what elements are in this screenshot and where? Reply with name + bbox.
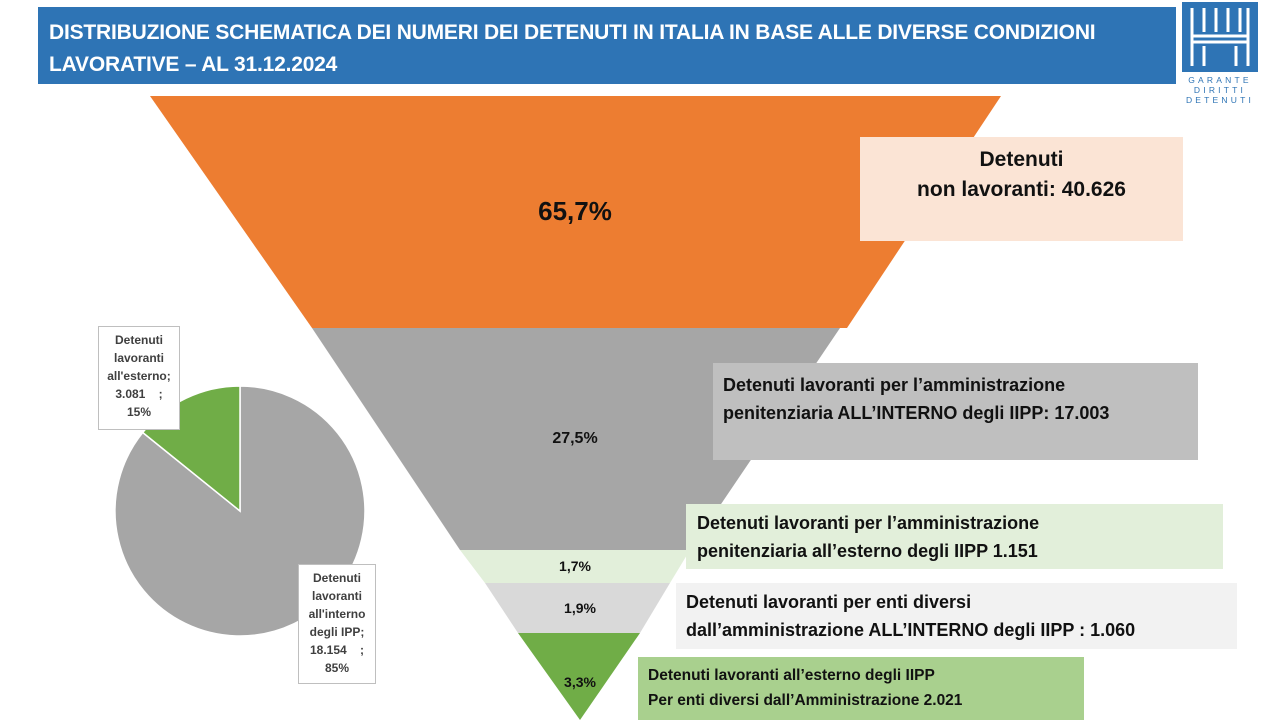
funnel-segment-interno-amministrazione [312,328,840,550]
percent-label-enti-esterno: 3,3% [564,674,596,690]
pie-label-esterno-line3: all'esterno; [107,369,171,383]
label-non-lavoranti-line1: Detenuti [979,148,1064,171]
pie-label-interno-line4: degli IPP; [309,625,365,639]
percent-label-interno-amministrazione: 27,5% [552,430,598,447]
percent-label-non-lavoranti: 65,7% [538,196,612,226]
label-esterno-amministrazione-line1: Detenuti lavoranti per l’amministrazione [697,513,1040,533]
pie-label-interno-line1: Detenuti [313,571,361,585]
pie-label-interno: Detenuti lavoranti all'interno degli IPP… [298,564,376,684]
pie-label-interno-line5: 18.154 ; [309,643,365,657]
pie-label-esterno-line2: lavoranti [113,351,164,365]
logo-text-line2: DIRITTI [1193,85,1247,95]
page-title: DISTRIBUZIONE SCHEMATICA DEI NUMERI DEI … [49,21,1096,76]
label-esterno-amministrazione-line2: penitenziaria all’esterno degli IIPP 1.1… [697,541,1038,561]
percent-label-enti-interno: 1,9% [564,600,596,616]
label-enti-esterno-line2: Per enti diversi dall’Amministrazione 2.… [648,692,963,709]
funnel-segment-esterno-amministrazione [460,550,690,583]
logo-text-line3: DETENUTI [1185,95,1255,105]
funnel-segment-enti-esterno [518,633,640,720]
label-enti-esterno-line1: Detenuti lavoranti all’esterno degli IIP… [648,667,935,684]
logo-mark-icon [1190,8,1250,66]
funnel-segment-enti-interno [485,583,670,633]
pie-label-esterno: Detenuti lavoranti all'esterno; 3.081 ; … [98,326,180,430]
label-interno-amministrazione-line2: penitenziaria ALL’INTERNO degli IIPP: 17… [723,403,1110,423]
logo: GARANTE DIRITTI DETENUTI [1180,2,1260,106]
label-enti-interno: Detenuti lavoranti per enti diversi dall… [676,583,1237,649]
pie-label-interno-line2: lavoranti [311,589,362,603]
label-interno-amministrazione-line1: Detenuti lavoranti per l’amministrazione [723,375,1066,395]
label-non-lavoranti: Detenuti non lavoranti: 40.626 [860,137,1183,241]
label-enti-interno-line2: dall’amministrazione ALL’INTERNO degli I… [686,620,1136,640]
label-enti-interno-line1: Detenuti lavoranti per enti diversi [686,592,972,612]
title-banner: DISTRIBUZIONE SCHEMATICA DEI NUMERI DEI … [38,7,1176,84]
funnel-segment-non-lavoranti [150,96,1001,328]
pie-label-esterno-line4: 3.081 ; [115,387,163,401]
pie-label-interno-line6: 85% [324,661,350,675]
pie-label-esterno-line5: 15% [126,405,152,419]
pie-label-esterno-line1: Detenuti [115,333,163,347]
label-enti-esterno: Detenuti lavoranti all’esterno degli IIP… [638,657,1084,720]
logo-emblem [1182,2,1258,72]
percent-label-esterno-amministrazione: 1,7% [559,558,591,574]
label-non-lavoranti-line2: non lavoranti: 40.626 [917,178,1126,201]
pie-label-interno-line3: all'interno [308,607,366,621]
logo-text-line1: GARANTE [1188,75,1252,85]
label-esterno-amministrazione: Detenuti lavoranti per l’amministrazione… [686,504,1223,569]
label-interno-amministrazione: Detenuti lavoranti per l’amministrazione… [713,363,1198,460]
